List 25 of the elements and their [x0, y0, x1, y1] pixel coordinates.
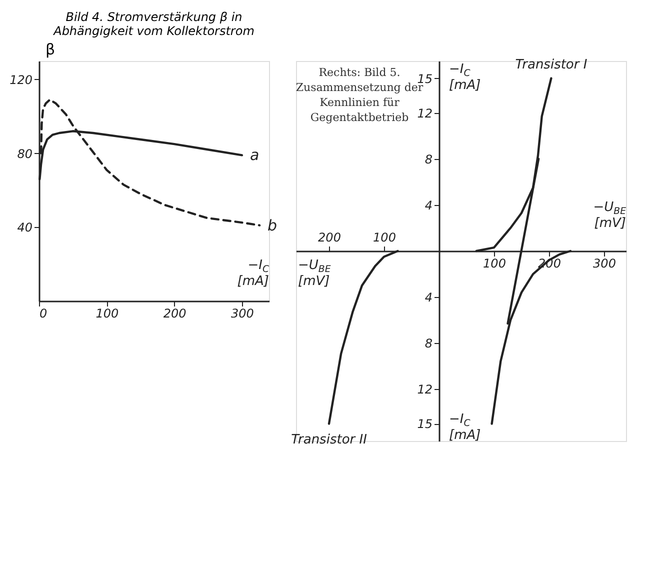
y-tick-label: 4: [424, 290, 432, 305]
x-tick-label: 0: [40, 306, 48, 320]
x-tick-label: 300: [230, 306, 254, 320]
chart-title: Bild 4. Stromverstärkung β in Abhängigkeit vom Kollektorstrom: [52, 10, 254, 38]
y-tick-label: 12: [417, 106, 432, 120]
series-label: a: [250, 146, 260, 164]
y-tick-label: 15: [417, 417, 432, 432]
series-label: Transistor II: [291, 432, 368, 448]
x2-tick-label: 200: [318, 230, 342, 244]
x-tick-label: 100: [483, 256, 506, 270]
series-label: b: [268, 216, 278, 234]
y-axis-title: β: [46, 40, 56, 58]
x2-tick-label: 100: [373, 230, 396, 244]
y-tick-label: 4: [424, 198, 432, 212]
x-tick-label: 300: [593, 256, 616, 270]
y-tick-label: 8: [424, 152, 433, 166]
y-tick-label: 40: [17, 220, 33, 235]
y-tick-label: 80: [17, 146, 33, 161]
y-tick-label: 120: [10, 72, 33, 87]
x-tick-label: 200: [163, 306, 187, 320]
x-tick-label: 100: [96, 306, 119, 320]
y-tick-label: 15: [417, 72, 432, 86]
y-tick-label: 12: [417, 382, 432, 397]
y-tick-label: 8: [424, 336, 433, 351]
series-label: Transistor I: [515, 57, 588, 72]
